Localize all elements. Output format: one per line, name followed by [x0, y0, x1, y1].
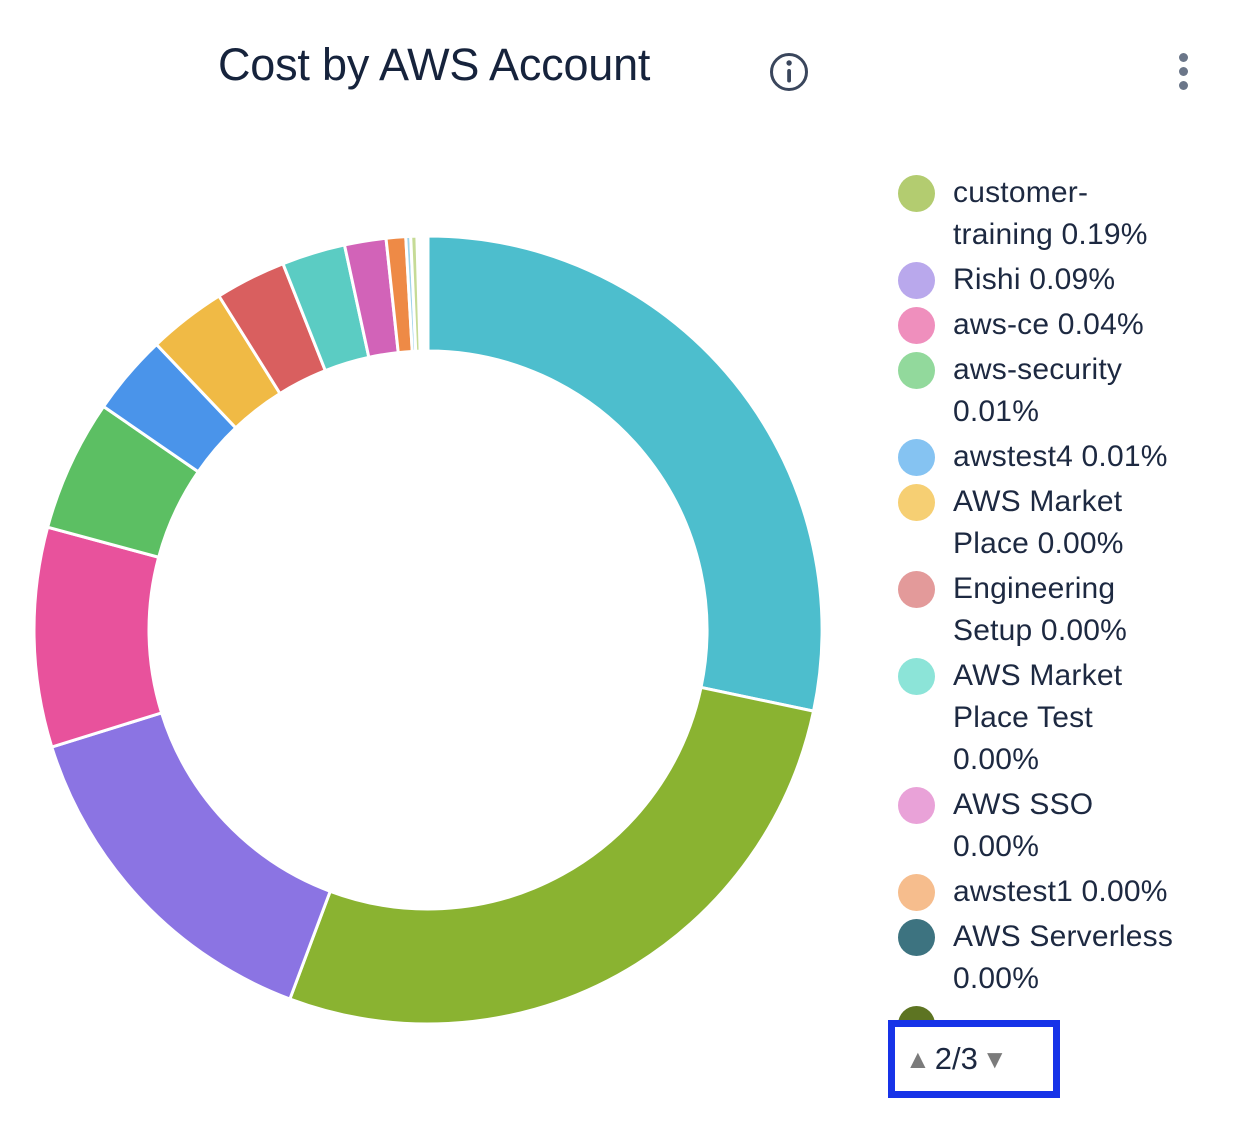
info-icon[interactable] — [768, 51, 810, 93]
page-indicator: 2/3 — [934, 1041, 978, 1076]
legend-item-awstest1[interactable]: awstest1 0.00% — [898, 871, 1244, 913]
legend-label-line: aws-ce 0.04% — [953, 308, 1144, 341]
legend-color-dot — [898, 307, 935, 344]
legend-label-line: AWS Market — [953, 485, 1123, 518]
legend-item-label: AWS Market Place 0.00% — [953, 481, 1124, 565]
legend-label-line: customer- — [953, 176, 1089, 209]
legend-color-dot — [898, 787, 935, 824]
legend-label-line: 0.00% — [953, 962, 1040, 995]
legend-label-line: Place Test — [953, 701, 1093, 734]
legend-item-aws-sso[interactable]: AWS SSO 0.00% — [898, 784, 1244, 868]
legend-label-line: Place 0.00% — [953, 527, 1124, 560]
legend-item-aws-ce[interactable]: aws-ce 0.04% — [898, 304, 1244, 346]
kebab-dot — [1179, 67, 1188, 76]
legend-label-line: 0.00% — [953, 830, 1040, 863]
legend-label-line: training 0.19% — [953, 218, 1148, 251]
donut-segment-3[interactable] — [49, 710, 333, 1001]
page-down-icon[interactable]: ▼ — [981, 1044, 1008, 1074]
page-title: Cost by AWS Account — [218, 39, 651, 90]
legend-label-line: Engineering — [953, 572, 1116, 605]
legend-item-label: customer- training 0.19% — [953, 172, 1148, 256]
legend-label-line: awstest4 0.01% — [953, 440, 1168, 473]
legend-item-aws-serverless[interactable]: AWS Serverless 0.00% — [898, 916, 1244, 1000]
legend-color-dot — [898, 484, 935, 521]
legend-color-dot — [898, 352, 935, 389]
donut-segment-13[interactable] — [409, 234, 422, 353]
legend-label-line: Rishi 0.09% — [953, 263, 1116, 296]
legend-label-line: Setup 0.00% — [953, 614, 1127, 647]
legend-color-dot — [898, 262, 935, 299]
legend-label-line: 0.01% — [953, 395, 1040, 428]
legend-item-label: aws-security 0.01% — [953, 349, 1122, 433]
legend-item-aws-market-place-test[interactable]: AWS Market Place Test 0.00% — [898, 655, 1244, 781]
page-up-icon[interactable]: ▲ — [905, 1044, 931, 1074]
info-icon-glyph — [770, 53, 808, 91]
legend-color-dot — [898, 1006, 935, 1023]
legend-item-label: awstest1 0.00% — [953, 871, 1168, 913]
legend-label-line: AWS Market — [953, 659, 1123, 692]
kebab-dot — [1179, 81, 1188, 90]
legend-item-rishi[interactable]: Rishi 0.09% — [898, 259, 1244, 301]
legend-color-dot — [898, 919, 935, 956]
legend-label-line: aws-security — [953, 353, 1123, 386]
legend-label-line: AWS SSO — [953, 788, 1094, 821]
donut-segment-4[interactable] — [32, 525, 164, 749]
legend-item-label: AWS Market Place Test 0.00% — [953, 655, 1122, 781]
legend-item-aws-security[interactable]: aws-security 0.01% — [898, 349, 1244, 433]
legend-item-awstest4[interactable]: awstest4 0.01% — [898, 436, 1244, 478]
legend-color-dot — [898, 874, 935, 911]
legend-label-line: awstest1 0.00% — [953, 875, 1168, 908]
legend-label-line: AWS Serverless — [953, 920, 1174, 953]
donut-segment-2[interactable] — [287, 685, 816, 1026]
legend-item-aws-market-place[interactable]: AWS Market Place 0.00% — [898, 481, 1244, 565]
donut-segment-1[interactable] — [426, 234, 824, 713]
legend-item-label: awstest4 0.01% — [953, 436, 1168, 478]
legend-item-label: Rishi 0.09% — [953, 259, 1115, 301]
legend-item-label: Engineering Setup 0.00% — [953, 568, 1127, 652]
legend: customer- training 0.19% Rishi 0.09% aws… — [898, 172, 1244, 1023]
legend-item-partial[interactable] — [898, 1003, 1244, 1023]
kebab-menu-icon[interactable] — [1176, 50, 1191, 93]
legend-item-label: AWS SSO 0.00% — [953, 784, 1093, 868]
legend-item-customer-training[interactable]: customer- training 0.19% — [898, 172, 1244, 256]
legend-item-engineering-setup[interactable]: Engineering Setup 0.00% — [898, 568, 1244, 652]
legend-pagination[interactable]: ▲ 2/3 ▼ — [888, 1020, 1060, 1098]
legend-color-dot — [898, 439, 935, 476]
donut-chart — [32, 234, 824, 1026]
legend-item-label: AWS Serverless 0.00% — [953, 916, 1173, 1000]
legend-color-dot — [898, 658, 935, 695]
legend-label-line: 0.00% — [953, 743, 1040, 776]
kebab-dot — [1179, 53, 1188, 62]
legend-color-dot — [898, 571, 935, 608]
legend-color-dot — [898, 175, 935, 212]
legend-item-label: aws-ce 0.04% — [953, 304, 1144, 346]
